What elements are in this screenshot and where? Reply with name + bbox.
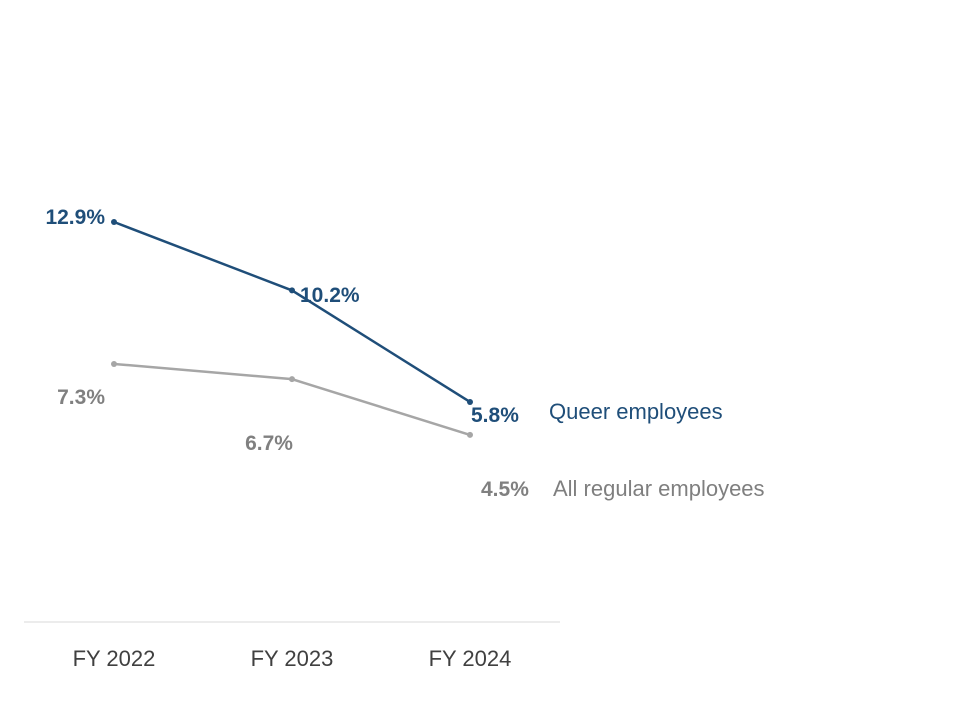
x-tick-label-fy-2024: FY 2024: [429, 646, 512, 671]
series-line-queer-employees: [113, 220, 471, 404]
data-label-all-fy-2024: 4.5%: [481, 478, 529, 501]
data-point-queer-fy-2024: [467, 398, 473, 405]
data-label-queer-fy-2023: 10.2%: [300, 284, 360, 307]
data-point-queer-fy-2022: [111, 218, 117, 225]
data-label-queer-fy-2024: 5.8%: [471, 404, 519, 427]
legend-label-queer-employees: Queer employees: [549, 399, 723, 424]
series-line-all-regular-employees: [113, 362, 471, 437]
data-point-queer-fy-2023: [289, 287, 295, 294]
data-label-all-fy-2022: 7.3%: [57, 386, 105, 409]
data-point-all-fy-2023: [289, 376, 295, 383]
data-point-all-fy-2022: [111, 360, 117, 367]
x-tick-label-fy-2022: FY 2022: [73, 646, 156, 671]
x-tick-label-fy-2023: FY 2023: [251, 646, 334, 671]
data-label-all-fy-2023: 6.7%: [245, 432, 293, 455]
data-label-queer-fy-2022: 12.9%: [45, 206, 105, 229]
data-point-all-fy-2024: [467, 431, 473, 438]
legend-label-all-regular-employees: All regular employees: [553, 476, 765, 501]
